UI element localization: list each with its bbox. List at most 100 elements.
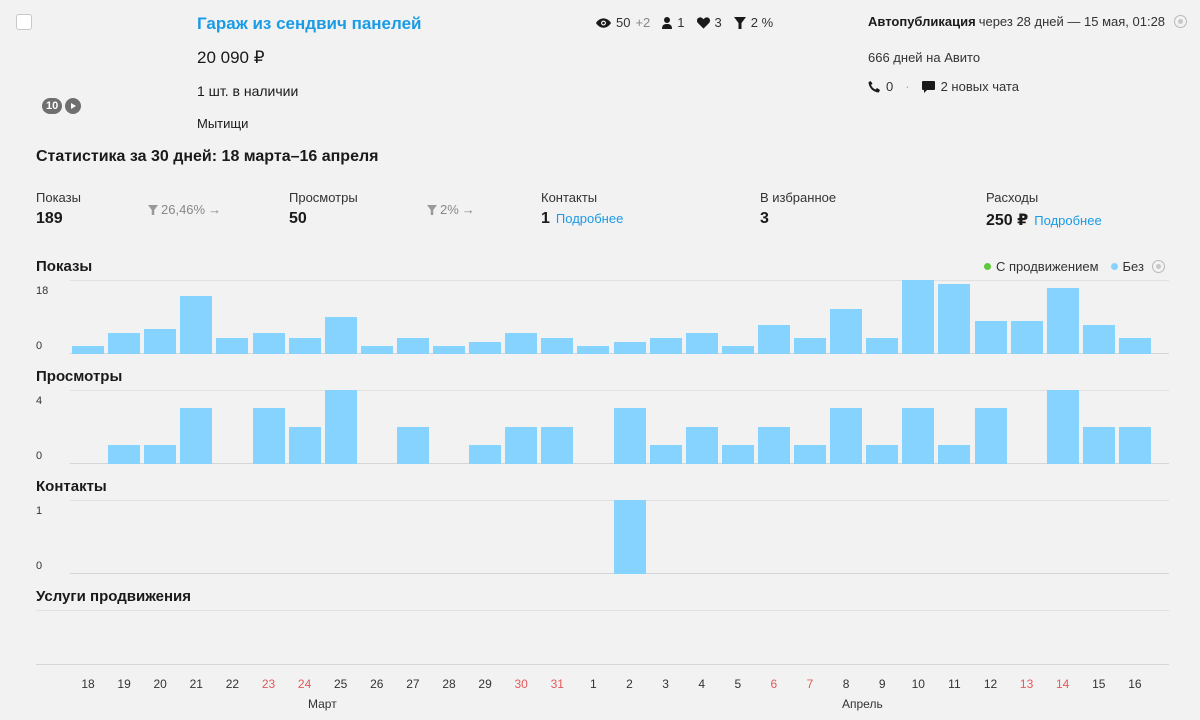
bar-views-19[interactable] <box>108 445 141 464</box>
bar-impressions-30[interactable] <box>505 333 538 354</box>
bar-views-7[interactable] <box>794 445 826 464</box>
bar-views-31[interactable] <box>541 427 574 464</box>
bar-impressions-21[interactable] <box>180 296 213 354</box>
bar-impressions-11[interactable] <box>938 284 971 354</box>
bar-views-5[interactable] <box>721 445 754 464</box>
bar-views-25[interactable] <box>324 390 357 464</box>
listing-title-link[interactable]: Гараж из сендвич панелей <box>197 14 422 33</box>
bar-views-4[interactable] <box>685 427 718 464</box>
views-metric: 50 +2 <box>596 15 650 30</box>
promo-baseline <box>36 664 1169 665</box>
phone-icon <box>868 80 880 92</box>
impressions-conversion[interactable]: 26,46% → <box>148 202 221 217</box>
select-checkbox[interactable] <box>16 14 32 30</box>
bar-views-12[interactable] <box>974 408 1007 464</box>
listing-city: Мытищи <box>197 116 249 131</box>
bar-views-10[interactable] <box>902 408 935 464</box>
bar-impressions-29[interactable] <box>469 342 502 354</box>
day-label-24: 11 <box>948 677 961 691</box>
bar-impressions-7[interactable] <box>794 338 826 354</box>
day-label-19: 6 <box>770 677 778 691</box>
bar-impressions-27[interactable] <box>396 338 429 354</box>
bar-views-6[interactable] <box>757 427 790 464</box>
month-label-april: Апрель <box>842 697 883 711</box>
autopublish-info: Автопубликация через 28 дней — 15 мая, 0… <box>868 14 1188 29</box>
bar-impressions-10[interactable] <box>902 280 935 354</box>
stat-impressions-label: Показы <box>36 190 81 205</box>
heart-icon <box>696 16 710 29</box>
bar-impressions-6[interactable] <box>757 325 790 354</box>
bar-impressions-18[interactable] <box>72 346 104 354</box>
bar-impressions-28[interactable] <box>433 346 465 354</box>
day-label-28: 15 <box>1092 677 1106 691</box>
play-video-icon[interactable] <box>65 98 82 114</box>
bar-contacts-2[interactable] <box>613 500 646 574</box>
day-label-23: 10 <box>911 677 925 691</box>
contacts-count: 1 <box>677 15 685 30</box>
bar-views-16[interactable] <box>1118 427 1151 464</box>
contacts-more-link[interactable]: Подробнее <box>555 211 624 226</box>
bar-impressions-5[interactable] <box>721 346 754 354</box>
bar-impressions-19[interactable] <box>108 333 141 354</box>
bar-views-23[interactable] <box>252 408 285 464</box>
bar-impressions-15[interactable] <box>1082 325 1115 354</box>
bar-impressions-23[interactable] <box>252 333 285 354</box>
bar-views-8[interactable] <box>830 408 863 464</box>
bar-impressions-4[interactable] <box>685 333 718 354</box>
chart-views-ytick-max: 4 <box>36 395 43 407</box>
bar-impressions-2[interactable] <box>613 342 646 354</box>
autopublish-text: через 28 дней — 15 мая, 01:28 <box>978 14 1166 29</box>
bar-views-15[interactable] <box>1082 427 1115 464</box>
bar-views-20[interactable] <box>144 445 177 464</box>
bar-impressions-31[interactable] <box>541 338 574 354</box>
bar-impressions-8[interactable] <box>830 309 863 354</box>
bar-impressions-26[interactable] <box>360 346 393 354</box>
expenses-more-link[interactable]: Подробнее <box>1034 213 1102 228</box>
bar-impressions-3[interactable] <box>649 338 682 354</box>
bar-views-21[interactable] <box>180 408 213 464</box>
stat-favorites-label: В избранное <box>760 190 837 205</box>
bar-views-24[interactable] <box>288 427 321 464</box>
listing-metrics: 50 +2 1 3 2 % <box>596 15 773 30</box>
bar-views-30[interactable] <box>505 427 538 464</box>
day-label-25: 12 <box>983 677 998 691</box>
bar-impressions-9[interactable] <box>866 338 899 354</box>
stat-expenses-row: 250 ₽ Подробнее <box>986 210 1102 230</box>
bar-views-9[interactable] <box>866 445 899 464</box>
day-label-27: 14 <box>1056 677 1070 691</box>
bar-views-11[interactable] <box>938 445 971 464</box>
stat-expenses-value: 250 ₽ <box>986 212 1029 229</box>
bar-impressions-24[interactable] <box>288 338 321 354</box>
bar-views-27[interactable] <box>396 427 429 464</box>
bar-views-2[interactable] <box>613 408 646 464</box>
bar-impressions-16[interactable] <box>1118 338 1151 354</box>
day-label-4: 22 <box>225 677 240 691</box>
day-label-10: 28 <box>442 677 456 691</box>
bar-views-29[interactable] <box>469 445 502 464</box>
bar-views-14[interactable] <box>1046 390 1079 464</box>
legend-promo-label: С продвижением <box>996 259 1099 274</box>
legend-promo-dot <box>984 263 991 270</box>
stat-contacts-label: Контакты <box>541 190 598 205</box>
bar-impressions-22[interactable] <box>216 338 249 354</box>
bar-impressions-1[interactable] <box>577 346 610 354</box>
separator: · <box>905 79 910 94</box>
views-conversion[interactable]: 2% → <box>427 202 475 217</box>
promo-gridline <box>36 610 1169 611</box>
new-chats-link[interactable]: 2 новых чата <box>940 79 1019 94</box>
bar-impressions-14[interactable] <box>1046 288 1079 354</box>
legend-help-icon[interactable] <box>1151 260 1165 273</box>
day-label-17: 4 <box>698 677 706 691</box>
bar-impressions-12[interactable] <box>974 321 1007 354</box>
help-icon[interactable] <box>1174 15 1188 28</box>
bar-impressions-13[interactable] <box>1010 321 1043 354</box>
day-label-29: 16 <box>1128 677 1142 691</box>
bar-impressions-25[interactable] <box>324 317 357 354</box>
stat-contacts: Контакты 1 Подробнее <box>541 190 623 228</box>
bar-views-3[interactable] <box>649 445 682 464</box>
chart-impressions-gridline <box>70 280 1169 281</box>
day-label-21: 8 <box>842 677 850 691</box>
stat-expenses: Расходы 250 ₽ Подробнее <box>986 190 1102 230</box>
day-label-1: 19 <box>117 677 131 691</box>
bar-impressions-20[interactable] <box>144 329 177 354</box>
